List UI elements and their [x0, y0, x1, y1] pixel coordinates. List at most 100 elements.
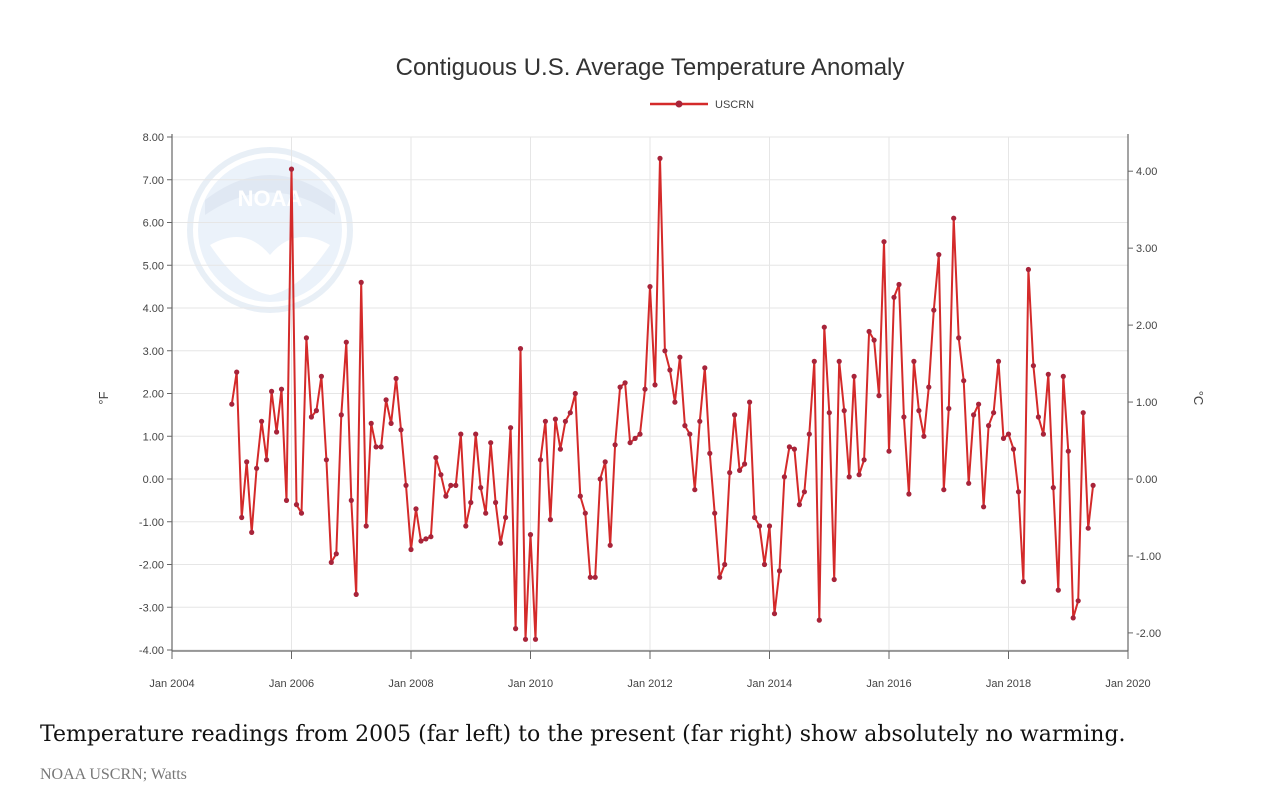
data-point	[1070, 615, 1076, 621]
x-tick-label: Jan 2006	[269, 678, 314, 690]
data-point	[582, 510, 588, 516]
data-point	[587, 574, 593, 580]
data-point	[707, 450, 713, 456]
data-point	[413, 506, 419, 512]
data-point	[612, 442, 618, 448]
y2-tick-label: 0.00	[1136, 474, 1157, 486]
x-tick-label: Jan 2014	[747, 678, 792, 690]
data-point	[283, 497, 290, 503]
data-point	[881, 239, 887, 245]
data-point	[786, 444, 793, 450]
data-point	[1025, 266, 1031, 273]
data-point	[697, 418, 703, 424]
data-point	[961, 378, 967, 384]
y2-tick-label: 3.00	[1136, 243, 1157, 255]
data-point	[244, 459, 250, 465]
legend-label-uscrn: USCRN	[715, 99, 754, 111]
y-tick-label: 4.00	[143, 303, 164, 315]
data-point	[607, 542, 613, 548]
data-point	[438, 472, 444, 478]
data-point	[981, 504, 987, 510]
data-point	[866, 328, 872, 335]
data-point	[473, 431, 479, 437]
data-point	[303, 335, 309, 341]
data-point	[498, 540, 504, 546]
data-point	[433, 455, 439, 461]
data-point	[448, 482, 454, 488]
noaa-logo-icon: NOAA	[187, 147, 353, 313]
y-tick-label: 5.00	[143, 260, 164, 272]
y-tick-label: 8.00	[143, 132, 164, 144]
data-point	[747, 399, 753, 405]
data-point	[801, 489, 808, 495]
data-point	[542, 418, 549, 424]
data-point	[463, 523, 469, 529]
data-point	[936, 252, 942, 258]
data-point	[288, 166, 295, 172]
figure-caption: Temperature readings from 2005 (far left…	[40, 722, 1126, 747]
data-point	[562, 418, 569, 424]
data-point	[1000, 435, 1007, 441]
data-point	[1035, 414, 1041, 420]
x-tick-label: Jan 2018	[986, 678, 1031, 690]
data-point	[1085, 525, 1091, 531]
data-point	[378, 444, 384, 450]
y-tick-label: 6.00	[143, 218, 164, 230]
data-point	[986, 423, 992, 429]
data-point	[363, 523, 369, 529]
data-point	[343, 339, 349, 345]
data-point	[901, 414, 907, 420]
y2-tick-label: 2.00	[1136, 320, 1157, 332]
data-point	[791, 446, 798, 452]
data-point	[976, 401, 982, 407]
data-point	[966, 480, 972, 486]
data-point	[517, 346, 524, 352]
data-point	[503, 514, 509, 521]
data-point	[702, 365, 708, 371]
data-point	[956, 335, 962, 341]
data-point	[478, 485, 484, 491]
y-tick-label: 3.00	[143, 346, 164, 358]
data-point	[547, 517, 554, 523]
data-point	[851, 373, 857, 379]
data-point	[368, 420, 374, 426]
data-point	[811, 358, 817, 364]
y-tick-label: 7.00	[143, 175, 164, 187]
figure-credit: NOAA USCRN; Watts	[40, 766, 187, 783]
data-point	[338, 412, 344, 418]
data-point	[766, 523, 773, 529]
data-point	[806, 431, 812, 437]
data-point	[522, 636, 529, 642]
data-point	[971, 412, 977, 418]
data-point	[393, 375, 399, 382]
data-point	[911, 358, 917, 364]
data-point	[722, 561, 728, 568]
data-point	[1065, 448, 1071, 454]
data-point	[1075, 598, 1081, 604]
data-point	[453, 482, 459, 488]
data-point	[995, 358, 1002, 364]
data-point	[259, 418, 265, 424]
data-point	[552, 416, 559, 422]
data-point	[403, 482, 409, 488]
data-point	[652, 382, 658, 388]
data-point	[727, 470, 733, 476]
data-point	[846, 474, 852, 480]
series-line-uscrn	[230, 157, 1095, 641]
data-point	[856, 472, 862, 478]
data-point	[717, 574, 723, 580]
data-point	[298, 510, 305, 516]
data-point	[567, 410, 573, 416]
legend: USCRN	[650, 99, 754, 111]
data-point	[941, 487, 947, 493]
data-point	[388, 420, 394, 426]
x-tick-label: Jan 2010	[508, 678, 553, 690]
temperature-chart: NOAA 8.00 7.00 6.00 5.00 4.00 3.00 2.00 1.00 0.0…	[96, 54, 1206, 690]
data-point	[906, 491, 912, 497]
data-point	[1020, 579, 1026, 585]
data-point	[532, 636, 539, 642]
data-point	[1060, 373, 1066, 379]
data-point	[537, 457, 544, 463]
y-tick-label: -4.00	[139, 645, 164, 657]
data-point	[264, 457, 270, 463]
